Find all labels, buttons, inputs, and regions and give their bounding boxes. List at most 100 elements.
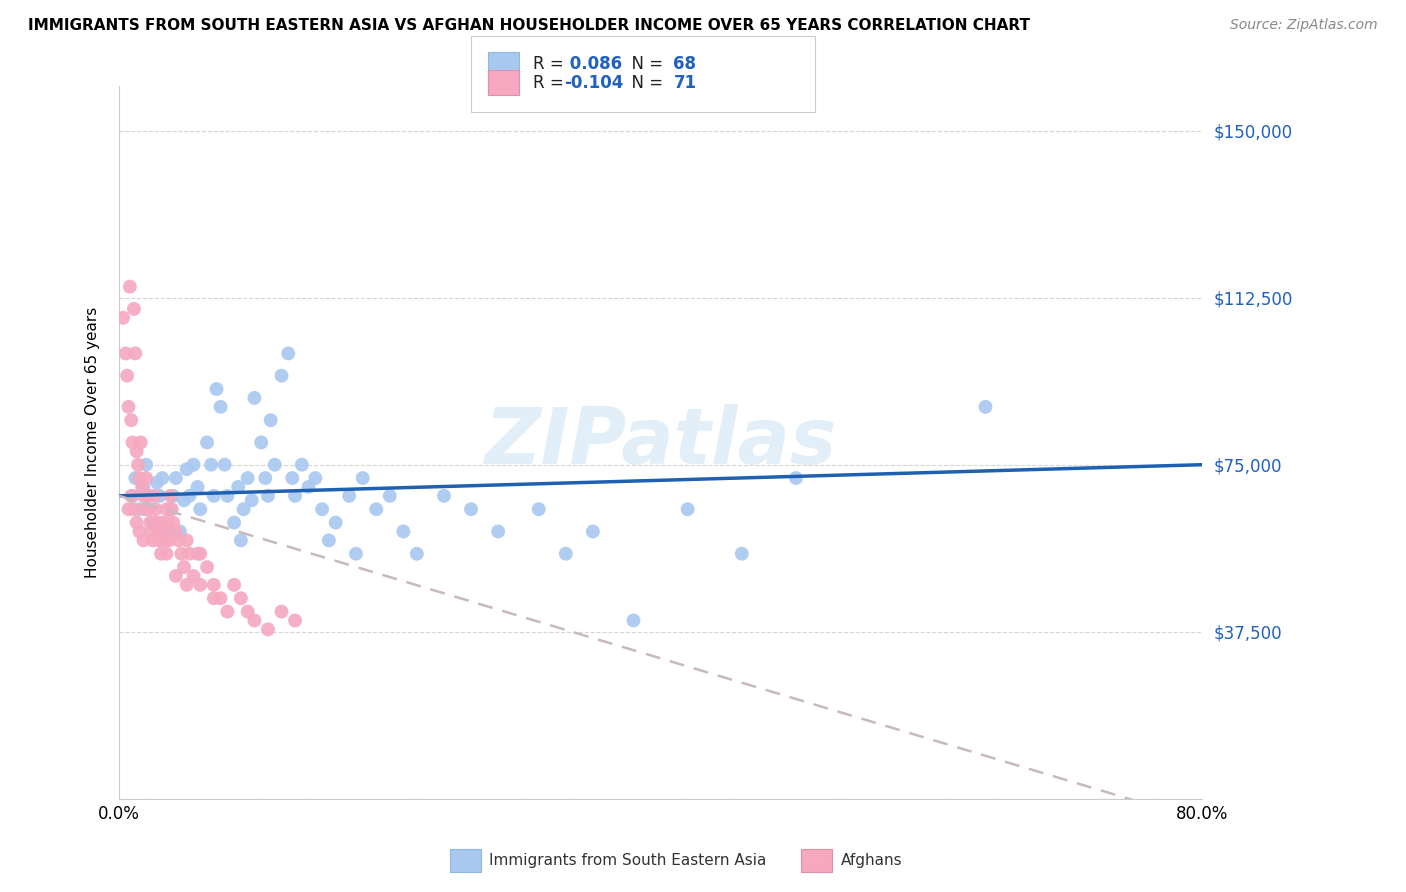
Point [138,489,160,503]
Point [138,502,160,516]
Point [167,533,190,548]
Point [277,346,299,360]
Text: N =: N = [621,55,669,73]
Point [148,524,170,539]
Point [173,493,195,508]
Point [229,591,252,606]
Point [257,489,280,503]
Point [117,400,139,414]
Point [143,516,166,530]
Point [128,524,150,539]
Point [284,489,307,503]
Point [150,547,173,561]
Point [138,502,160,516]
Point [623,614,645,628]
Point [160,502,183,516]
Point [149,489,172,503]
Point [143,489,166,503]
Point [240,493,263,508]
Point [176,462,198,476]
Point [153,533,176,548]
Point [149,533,172,548]
Point [132,480,155,494]
Point [155,547,177,561]
Text: 71: 71 [673,74,696,92]
Point [169,524,191,539]
Point [195,560,218,574]
Point [250,435,273,450]
Point [136,489,159,503]
Point [179,547,201,561]
Point [150,516,173,530]
Point [120,413,142,427]
Point [281,471,304,485]
Point [217,489,239,503]
Point [226,480,249,494]
Point [214,458,236,472]
Point [170,547,193,561]
Point [124,471,146,485]
Point [200,458,222,472]
Point [318,533,340,548]
Point [121,489,143,503]
Point [188,578,211,592]
Point [121,435,143,450]
Point [195,435,218,450]
Point [433,489,456,503]
Point [582,524,605,539]
Point [139,516,162,530]
Point [114,346,136,360]
Point [157,533,180,548]
Point [142,533,165,548]
Point [460,502,482,516]
Point [142,516,165,530]
Point [162,516,184,530]
Point [366,502,388,516]
Point [297,480,319,494]
Point [115,368,138,383]
Point [162,489,184,503]
Point [187,480,209,494]
Point [243,391,266,405]
Point [132,533,155,548]
Point [122,502,145,516]
Point [217,605,239,619]
Point [974,400,997,414]
Point [112,310,135,325]
Point [263,458,285,472]
Point [352,471,374,485]
Point [229,533,252,548]
Point [527,502,550,516]
Point [392,524,415,539]
Point [236,471,259,485]
Point [554,547,576,561]
Point [236,605,259,619]
Point [183,569,205,583]
Point [159,502,181,516]
Point [254,471,277,485]
Point [337,489,360,503]
Point [232,502,254,516]
Point [243,614,266,628]
Point [124,346,146,360]
Point [224,516,246,530]
Point [205,382,228,396]
Point [257,623,280,637]
Point [270,368,292,383]
Y-axis label: Householder Income Over 65 years: Householder Income Over 65 years [86,307,100,578]
Point [117,502,139,516]
Point [176,578,198,592]
Point [120,489,142,503]
Point [188,547,211,561]
Point [202,489,225,503]
Point [150,471,173,485]
Point [179,489,201,503]
Point [260,413,283,427]
Point [224,578,246,592]
Point [129,435,152,450]
Text: R =: R = [533,55,569,73]
Point [146,475,169,490]
Text: ZIPatlas: ZIPatlas [485,404,837,481]
Point [731,547,754,561]
Text: -0.104: -0.104 [564,74,623,92]
